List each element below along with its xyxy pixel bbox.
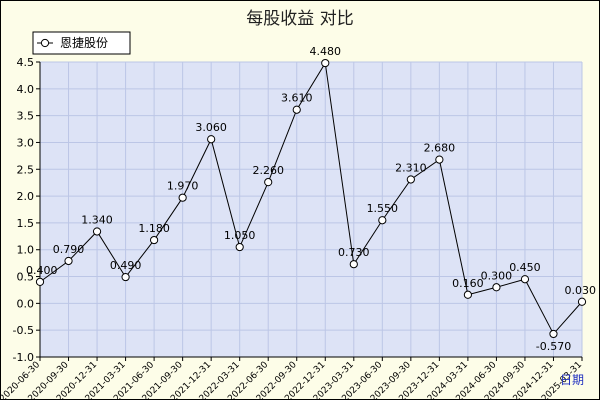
data-point (406, 175, 415, 184)
data-labels: 0.400 0.790 1.340 0.490 1.180 1.970 3.060 1.050… (26, 45, 596, 353)
y-axis: 4.5 4.0 3.5 3.0 2.5 2.0 1.5 1.0 0.5 0.0 -0.5 -1.0 (13, 56, 41, 364)
data-label: 0.490 (110, 259, 142, 272)
data-point (378, 216, 387, 225)
plot-area (40, 62, 582, 357)
y-tick-label: 0.0 (17, 297, 35, 310)
series-line (39, 61, 583, 335)
data-point (321, 58, 330, 68)
data-point (520, 275, 530, 284)
data-point (121, 272, 130, 282)
data-points (35, 58, 587, 339)
y-tick-label: 2.0 (17, 190, 35, 203)
data-label: -0.570 (536, 340, 571, 353)
data-point (35, 277, 45, 287)
x-axis-title: 日期 (560, 373, 584, 387)
series-polyline (39, 61, 583, 335)
x-axis: 2020-06-302020-09-302020-12-312021-03-31… (0, 356, 584, 400)
y-tick-label: 3.0 (17, 136, 35, 149)
data-label: 2.260 (252, 164, 284, 177)
data-point (264, 178, 273, 187)
data-label: 1.180 (138, 222, 170, 235)
data-label: 0.400 (26, 264, 58, 277)
y-tick-label: 3.5 (17, 110, 35, 123)
data-point (64, 256, 73, 266)
data-point (92, 227, 102, 236)
y-tick-label: 4.5 (17, 56, 35, 69)
legend: 恩捷股份 (32, 31, 131, 55)
y-tick-label: 1.0 (17, 244, 35, 257)
data-label: 3.060 (195, 121, 227, 134)
data-label: 0.300 (481, 269, 513, 282)
data-label: 0.790 (53, 243, 85, 256)
legend-box (32, 31, 131, 55)
data-point (349, 260, 358, 269)
data-label: 1.550 (367, 202, 399, 215)
data-label: 0.450 (509, 261, 541, 274)
y-tick-label: -0.5 (13, 324, 34, 337)
data-label: 0.160 (452, 277, 484, 290)
data-point (150, 235, 159, 245)
data-point (549, 329, 558, 339)
data-label: 2.680 (424, 142, 456, 155)
data-point (178, 193, 187, 202)
y-tick-label: 0.5 (17, 271, 35, 284)
data-point (235, 242, 244, 252)
data-label: 1.970 (167, 180, 199, 193)
data-point (577, 297, 587, 306)
chart-title: 每股收益 对比 (246, 9, 354, 29)
y-tick-label: 2.5 (17, 163, 35, 176)
data-label: 1.340 (81, 213, 113, 226)
y-tick-label: -1.0 (13, 351, 34, 364)
data-point (207, 135, 216, 144)
data-point (292, 105, 301, 114)
data-label: 4.480 (310, 45, 342, 58)
legend-marker (40, 38, 50, 48)
legend-label: 恩捷股份 (60, 36, 108, 50)
data-label: 1.050 (224, 229, 256, 242)
data-label: 0.030 (565, 284, 597, 297)
data-label: 0.730 (338, 246, 370, 259)
data-label: 2.310 (395, 161, 427, 174)
y-tick-label: 4.0 (17, 83, 35, 96)
data-point (435, 155, 444, 164)
data-label: 3.610 (281, 92, 313, 105)
data-point (463, 290, 472, 299)
data-point (492, 283, 501, 292)
y-tick-label: 1.5 (17, 217, 35, 230)
